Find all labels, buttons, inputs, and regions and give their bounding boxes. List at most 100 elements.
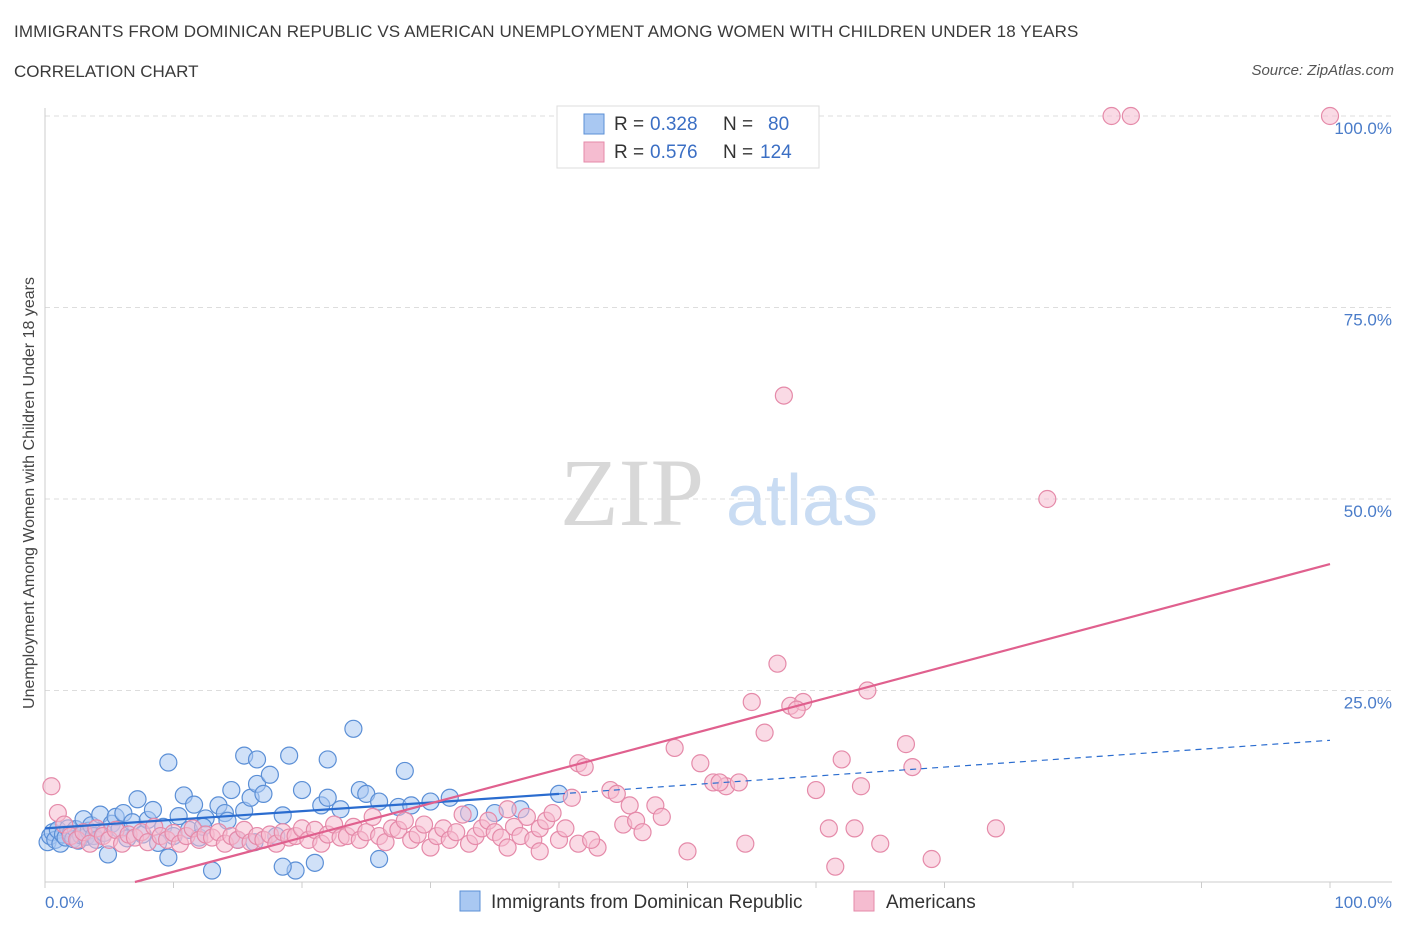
point-immigrants-40 [184, 795, 204, 814]
point-americans-117 [1038, 489, 1057, 509]
y-tick-label-50: 50.0% [1344, 502, 1392, 521]
legend-swatch-americans [583, 141, 605, 163]
point-americans-108 [832, 750, 851, 769]
grid-lines [45, 115, 1392, 691]
point-americans-58 [414, 815, 434, 834]
point-americans-100 [742, 692, 761, 712]
point-immigrants-64 [318, 788, 337, 807]
point-americans-81 [562, 788, 581, 807]
bottom-legend-swatch-americans [853, 890, 875, 912]
point-americans-115 [922, 849, 941, 869]
trend-line-immigrants-extension [558, 739, 1331, 795]
axes [44, 108, 1392, 888]
point-immigrants-83 [273, 857, 292, 876]
point-americans-74 [517, 807, 536, 826]
point-immigrants-82 [370, 849, 389, 869]
point-americans-116 [986, 819, 1006, 838]
point-americans-119 [1121, 106, 1140, 126]
y-tick-labels: 25.0% 50.0% 75.0% 100.0% [1334, 119, 1392, 713]
series-legend: Immigrants from Dominican Republic Ameri… [459, 890, 976, 913]
y-tick-label-75: 75.0% [1344, 311, 1392, 330]
point-immigrants-56 [159, 753, 178, 772]
point-americans-120 [1320, 106, 1340, 126]
point-immigrants-51 [254, 784, 273, 804]
point-americans-124 [582, 830, 601, 849]
point-americans-55 [395, 811, 414, 830]
point-americans-98 [729, 773, 749, 792]
point-immigrants-46 [222, 780, 241, 800]
point-immigrants-77 [318, 750, 337, 769]
point-americans-94 [678, 842, 697, 861]
legend-n-value-1: 80 [768, 114, 789, 135]
point-americans-109 [845, 819, 864, 838]
point-americans-80 [556, 819, 575, 838]
legend-r-value-2: 0.576 [650, 142, 698, 163]
watermark: ZIP atlas [560, 439, 878, 546]
y-axis-label: Unemployment Among Women with Children U… [21, 277, 38, 709]
watermark-zip: ZIP [560, 439, 704, 546]
point-immigrants-35 [159, 848, 178, 867]
point-americans-86 [607, 784, 626, 804]
point-immigrants-78 [280, 746, 299, 765]
trend-line-americans [134, 563, 1331, 884]
legend-r-value-1: 0.328 [650, 114, 698, 135]
point-americans-63 [447, 823, 466, 842]
point-americans-99 [736, 834, 755, 853]
point-immigrants-43 [202, 861, 222, 880]
point-americans-101 [768, 654, 787, 673]
legend-r-label-1: R = [614, 114, 644, 135]
bottom-legend-label-americans: Americans [886, 892, 976, 913]
point-immigrants-29 [128, 790, 147, 809]
y-tick-label-25: 25.0% [1344, 694, 1392, 713]
y-tick-label-100: 100.0% [1334, 119, 1392, 138]
point-americans-126 [755, 723, 774, 742]
point-immigrants-60 [273, 806, 292, 825]
legend-swatch-immigrants [583, 113, 605, 135]
chart-title: IMMIGRANTS FROM DOMINICAN REPUBLIC VS AM… [14, 22, 1079, 41]
point-immigrants-61 [292, 780, 312, 800]
point-immigrants-54 [260, 765, 279, 784]
point-americans-92 [652, 807, 671, 826]
point-americans-64 [453, 805, 472, 824]
series-americans-points [42, 106, 1340, 876]
point-americans-121 [498, 838, 517, 857]
point-americans-0 [42, 777, 61, 796]
point-immigrants-32 [143, 800, 163, 820]
point-americans-118 [1102, 106, 1121, 126]
legend-n-label-2: N = [723, 142, 753, 163]
chart-subtitle: CORRELATION CHART [14, 62, 199, 81]
point-immigrants-67 [370, 792, 389, 811]
legend-n-value-2: 124 [760, 142, 792, 163]
point-americans-71 [498, 800, 517, 819]
bottom-legend-label-immigrants: Immigrants from Dominican Republic [491, 892, 803, 913]
point-immigrants-72 [395, 761, 414, 781]
point-americans-102 [774, 386, 793, 405]
point-americans-114 [903, 757, 922, 777]
point-americans-107 [826, 857, 845, 876]
point-americans-113 [896, 735, 916, 754]
point-americans-90 [633, 823, 652, 842]
source-credit: Source: ZipAtlas.com [1251, 62, 1394, 79]
point-immigrants-69 [402, 796, 421, 815]
point-americans-112 [871, 834, 890, 853]
point-americans-106 [819, 819, 838, 838]
point-americans-93 [665, 738, 684, 758]
point-americans-95 [691, 754, 710, 773]
correlation-legend: R = 0.328 N = 80 R = 0.576 N = 124 [556, 105, 820, 169]
bottom-legend-swatch-immigrants [459, 890, 481, 912]
legend-r-label-2: R = [614, 142, 644, 163]
point-americans-110 [851, 777, 871, 796]
point-immigrants-81 [305, 853, 324, 872]
trend-line-immigrants [44, 792, 560, 830]
x-tick-label-end: 100.0% [1334, 893, 1392, 912]
x-tick-label-start: 0.0% [45, 893, 84, 912]
point-immigrants-76 [344, 719, 363, 738]
point-immigrants-53 [247, 750, 267, 769]
trend-lines [44, 563, 1331, 884]
point-americans-78 [543, 803, 562, 823]
point-americans-122 [530, 842, 549, 861]
legend-n-label-1: N = [723, 114, 753, 135]
point-americans-105 [806, 780, 826, 800]
watermark-atlas: atlas [726, 461, 878, 541]
